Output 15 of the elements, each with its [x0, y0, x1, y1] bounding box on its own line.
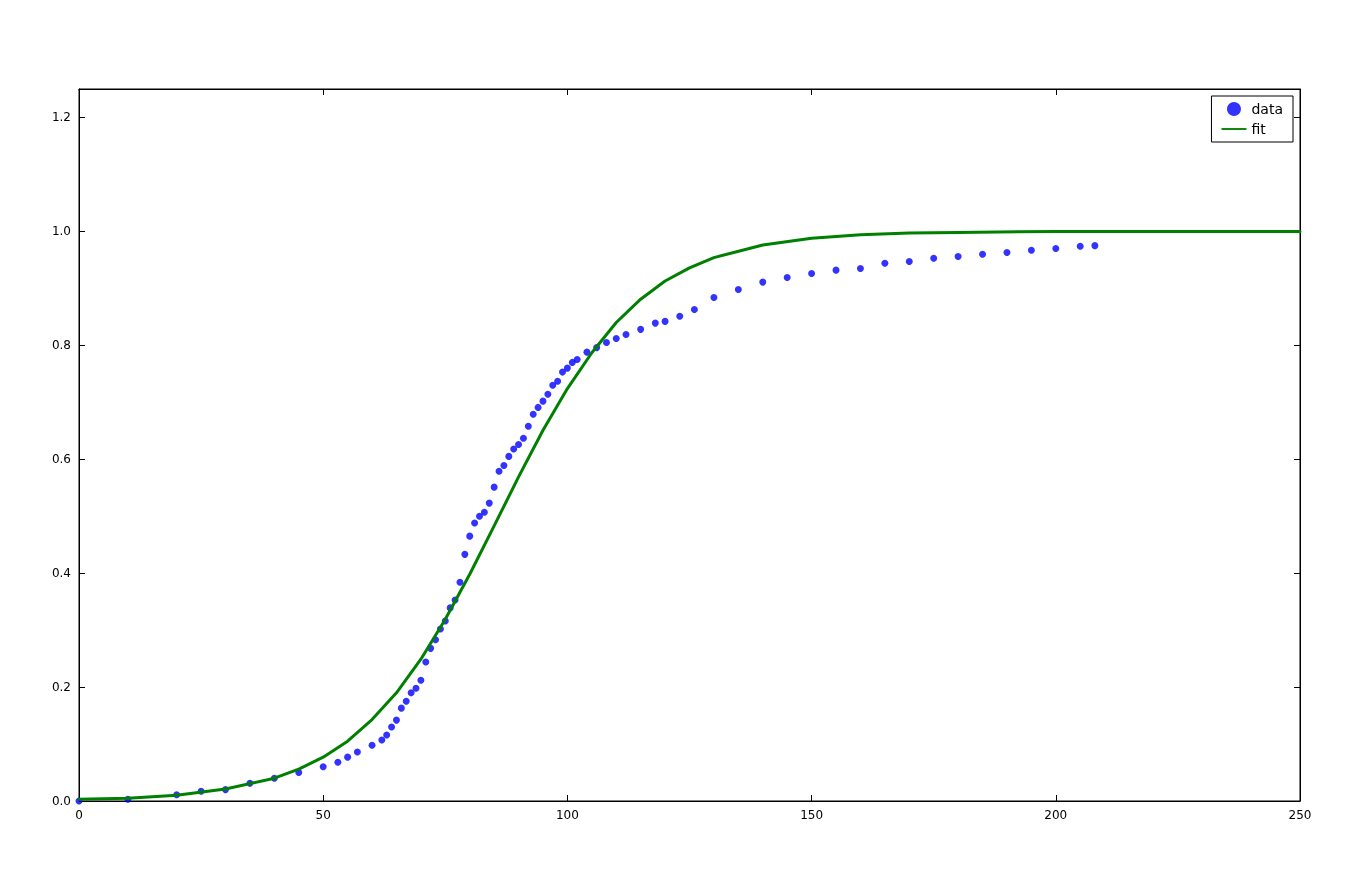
- y-tick-label: 0.4: [51, 566, 71, 581]
- legend-label: data: [1251, 101, 1284, 117]
- x-tick-label: 0: [75, 808, 83, 822]
- x-tick-label: 100: [555, 808, 579, 822]
- y-tick-label: 0.8: [51, 338, 71, 353]
- x-tick-label: 50: [315, 808, 331, 822]
- x-tick-label: 150: [800, 808, 824, 822]
- x-tick-label: 250: [1288, 808, 1312, 822]
- y-tick-label: 0.2: [51, 680, 71, 695]
- y-tick-label: 0.6: [51, 452, 71, 467]
- legend-label: fit: [1251, 121, 1267, 137]
- y-tick-label: 0.0: [51, 794, 71, 808]
- x-tick-label: 200: [1044, 808, 1068, 822]
- y-tick-label: 1.0: [51, 224, 71, 239]
- y-tick-label: 1.2: [51, 110, 71, 125]
